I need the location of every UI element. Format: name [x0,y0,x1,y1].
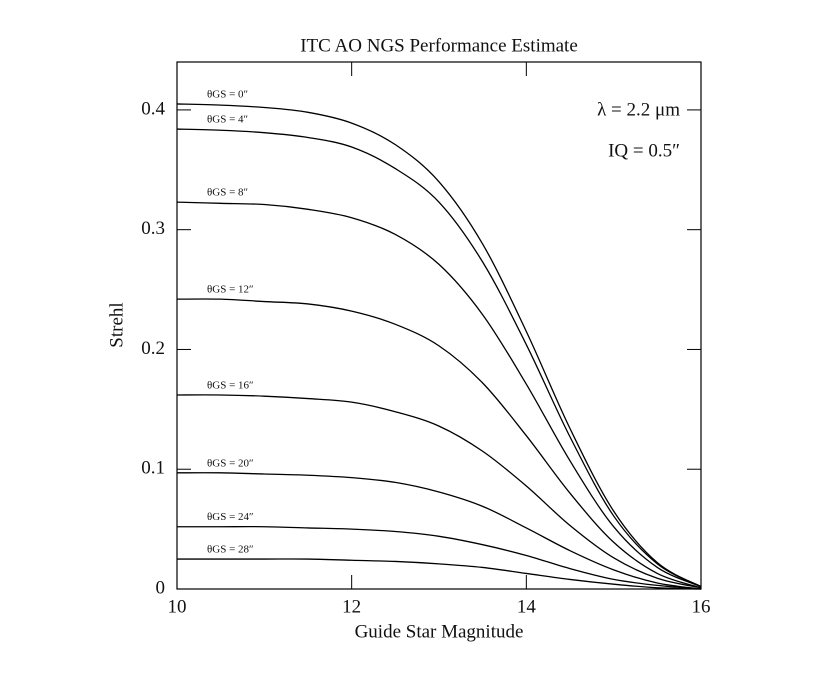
line [176,525,702,590]
x-axis-label: Guide Star Magnitude [355,621,524,642]
series-label: θGS = 12″ [207,284,254,296]
x-tick-label: 10 [168,596,187,617]
line [176,558,702,590]
x-tick-label: 12 [342,596,361,617]
series-label: θGS = 0″ [207,88,248,100]
line [176,103,702,588]
line [176,201,702,588]
series-label: θGS = 4″ [207,114,248,126]
y-tick-label: 0.2 [141,338,165,359]
plot-frame [176,61,702,590]
y-tick-label: 0.1 [141,458,165,479]
annotation: λ = 2.2 μm [597,99,680,120]
series-label: θGS = 20″ [207,457,254,469]
line [176,298,702,589]
y-tick-label: 0.4 [141,98,165,119]
series-label: θGS = 28″ [207,544,254,556]
series-label: θGS = 16″ [207,379,254,391]
line [176,128,702,588]
y-tick-label: 0.3 [141,218,165,239]
annotation: IQ = 0.5″ [608,140,680,161]
series-label: θGS = 24″ [207,511,254,523]
x-tick-label: 16 [692,596,711,617]
y-tick-label: 0 [156,577,166,598]
y-axis-label: Strehl [106,302,127,347]
line [176,472,702,590]
series-label: θGS = 8″ [207,187,248,199]
x-tick-label: 14 [517,596,537,617]
chart-title: ITC AO NGS Performance Estimate [300,35,578,56]
line [176,394,702,589]
